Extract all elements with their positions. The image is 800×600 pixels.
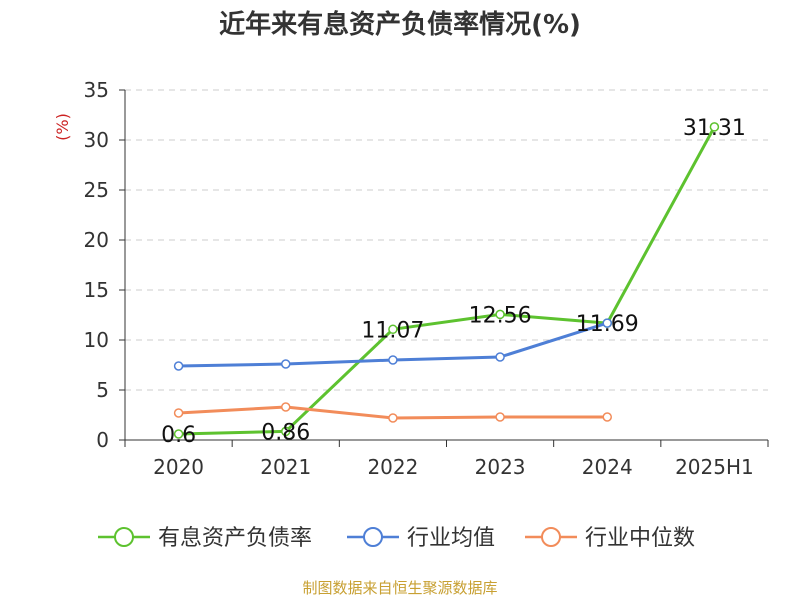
data-point — [173, 408, 184, 418]
data-point — [495, 309, 505, 320]
data-point — [388, 355, 398, 365]
legend-label: 行业中位数 — [585, 526, 695, 551]
y-tick-label: 0 — [96, 428, 109, 452]
data-point — [709, 122, 720, 132]
chart-title: 近年来有息资产负债率情况(%) — [219, 10, 581, 40]
source-note: 制图数据来自恒生聚源数据库 — [302, 579, 498, 597]
y-tick-label: 35 — [84, 78, 109, 102]
y-tick-label: 30 — [84, 128, 109, 152]
data-point — [495, 352, 505, 362]
data-point — [388, 324, 398, 335]
x-tick-label: 2024 — [582, 455, 633, 479]
legend-marker — [541, 527, 561, 547]
x-tick-label: 2022 — [367, 455, 418, 479]
x-tick-label: 2023 — [475, 455, 526, 479]
data-point — [602, 318, 612, 328]
data-point — [173, 361, 184, 371]
data-point — [281, 359, 291, 369]
y-tick-label: 10 — [84, 328, 109, 352]
data-point — [388, 413, 398, 423]
y-tick-label: 5 — [96, 378, 109, 402]
data-point — [281, 402, 291, 412]
data-point — [495, 412, 505, 422]
data-label: 12.56 — [469, 303, 532, 328]
data-label: 31.31 — [683, 116, 746, 141]
data-point — [602, 412, 612, 422]
x-tick-label: 2021 — [260, 455, 311, 479]
y-tick-label: 15 — [84, 278, 109, 302]
y-tick-label: 20 — [84, 228, 109, 252]
data-label: 11.07 — [361, 318, 424, 343]
y-axis-label: (%) — [53, 113, 72, 141]
data-label: 11.69 — [576, 312, 639, 337]
data-label: 0.6 — [161, 423, 196, 448]
y-tick-label: 25 — [84, 178, 109, 202]
x-tick-label: 2020 — [153, 455, 204, 479]
legend-marker — [363, 527, 383, 547]
series-line-0 — [178, 126, 716, 436]
legend-label: 有息资产负债率 — [158, 526, 312, 551]
legend-marker — [114, 527, 134, 547]
data-point — [173, 429, 184, 439]
x-tick-label: 2025H1 — [675, 455, 754, 479]
legend-label: 行业均值 — [407, 526, 495, 551]
data-point — [281, 426, 291, 437]
data-label: 0.86 — [261, 420, 310, 445]
